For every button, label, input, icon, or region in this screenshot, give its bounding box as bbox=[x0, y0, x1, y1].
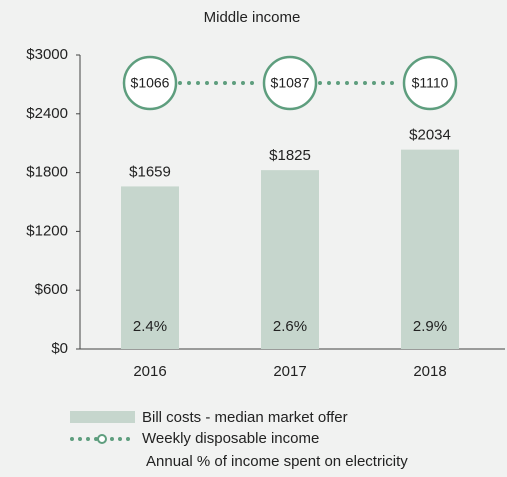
y-tick-label: $1200 bbox=[26, 222, 68, 239]
chart-title: Middle income bbox=[204, 9, 301, 26]
y-tick-label: $600 bbox=[35, 281, 68, 298]
legend-swatch bbox=[70, 411, 135, 423]
income-label: $1087 bbox=[271, 75, 310, 91]
percent-label: 2.6% bbox=[273, 318, 307, 335]
bar-value-label: $1659 bbox=[129, 163, 171, 180]
bar bbox=[121, 186, 179, 349]
income-circle bbox=[402, 55, 458, 111]
bar bbox=[261, 170, 319, 349]
percent-label: 2.9% bbox=[413, 318, 447, 335]
x-tick-label: 2016 bbox=[133, 363, 166, 380]
x-tick-label: 2018 bbox=[413, 363, 446, 380]
income-circle bbox=[262, 55, 318, 111]
income-label: $1110 bbox=[412, 75, 449, 91]
y-tick-label: $0 bbox=[51, 340, 68, 357]
legend-label: Bill costs - median market offer bbox=[142, 409, 348, 426]
legend-label: Annual % of income spent on electricity bbox=[146, 453, 408, 470]
income-label: $1066 bbox=[131, 75, 170, 91]
bar-value-label: $1825 bbox=[269, 147, 311, 164]
bar-value-label: $2034 bbox=[409, 127, 451, 144]
y-tick-label: $3000 bbox=[26, 46, 68, 63]
income-circle bbox=[122, 55, 178, 111]
legend-label: Weekly disposable income bbox=[142, 430, 319, 447]
x-tick-label: 2017 bbox=[273, 363, 306, 380]
y-tick-label: $1800 bbox=[26, 164, 68, 181]
bar bbox=[401, 149, 459, 349]
legend-circle bbox=[97, 434, 107, 444]
percent-label: 2.4% bbox=[133, 318, 167, 335]
y-tick-label: $2400 bbox=[26, 105, 68, 122]
